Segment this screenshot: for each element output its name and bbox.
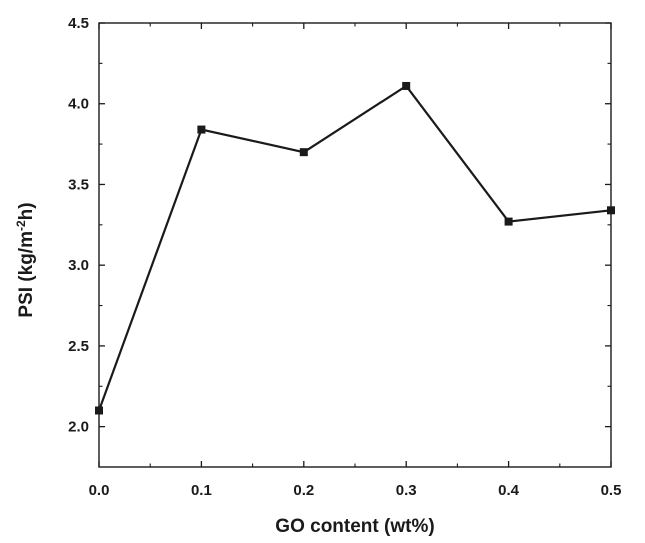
x-tick-label: 0.3 [396, 482, 417, 499]
series-layer [95, 81, 615, 415]
y-axis-title-suffix: h) [16, 202, 37, 220]
plot-border [98, 22, 612, 468]
data-point-marker [504, 217, 513, 226]
x-axis-ticks: 0.0 0.1 0.2 0.3 0.4 0.5 [89, 23, 622, 499]
data-point-marker [299, 148, 308, 157]
y-tick-label: 4.5 [68, 15, 89, 32]
y-tick-label: 4.0 [68, 96, 89, 113]
plot-frame [98, 22, 612, 468]
series-line [97, 84, 612, 411]
y-tick-label: 2.5 [68, 338, 89, 355]
x-tick-label: 0.2 [293, 482, 314, 499]
x-axis-title: GO content (wt%) [275, 516, 434, 537]
y-axis-ticks: 2.0 2.5 3.0 3.5 4.0 4.5 [68, 15, 611, 436]
x-tick-label: 0.4 [498, 482, 520, 499]
y-axis-title: PSI (kg/m-2h) [14, 202, 37, 317]
data-point-marker [197, 125, 206, 134]
y-axis-title-prefix: PSI (kg/m [16, 231, 37, 318]
x-tick-label: 0.1 [191, 482, 212, 499]
data-point-marker [95, 406, 103, 415]
y-tick-label: 2.0 [68, 419, 89, 436]
data-point-marker [607, 206, 615, 215]
y-tick-label: 3.0 [68, 257, 89, 274]
y-tick-label: 3.5 [68, 176, 89, 193]
y-axis-title-superscript: -2 [14, 220, 28, 231]
data-point-marker [402, 81, 411, 90]
x-tick-label: 0.0 [89, 482, 110, 499]
x-tick-label: 0.5 [601, 482, 622, 499]
